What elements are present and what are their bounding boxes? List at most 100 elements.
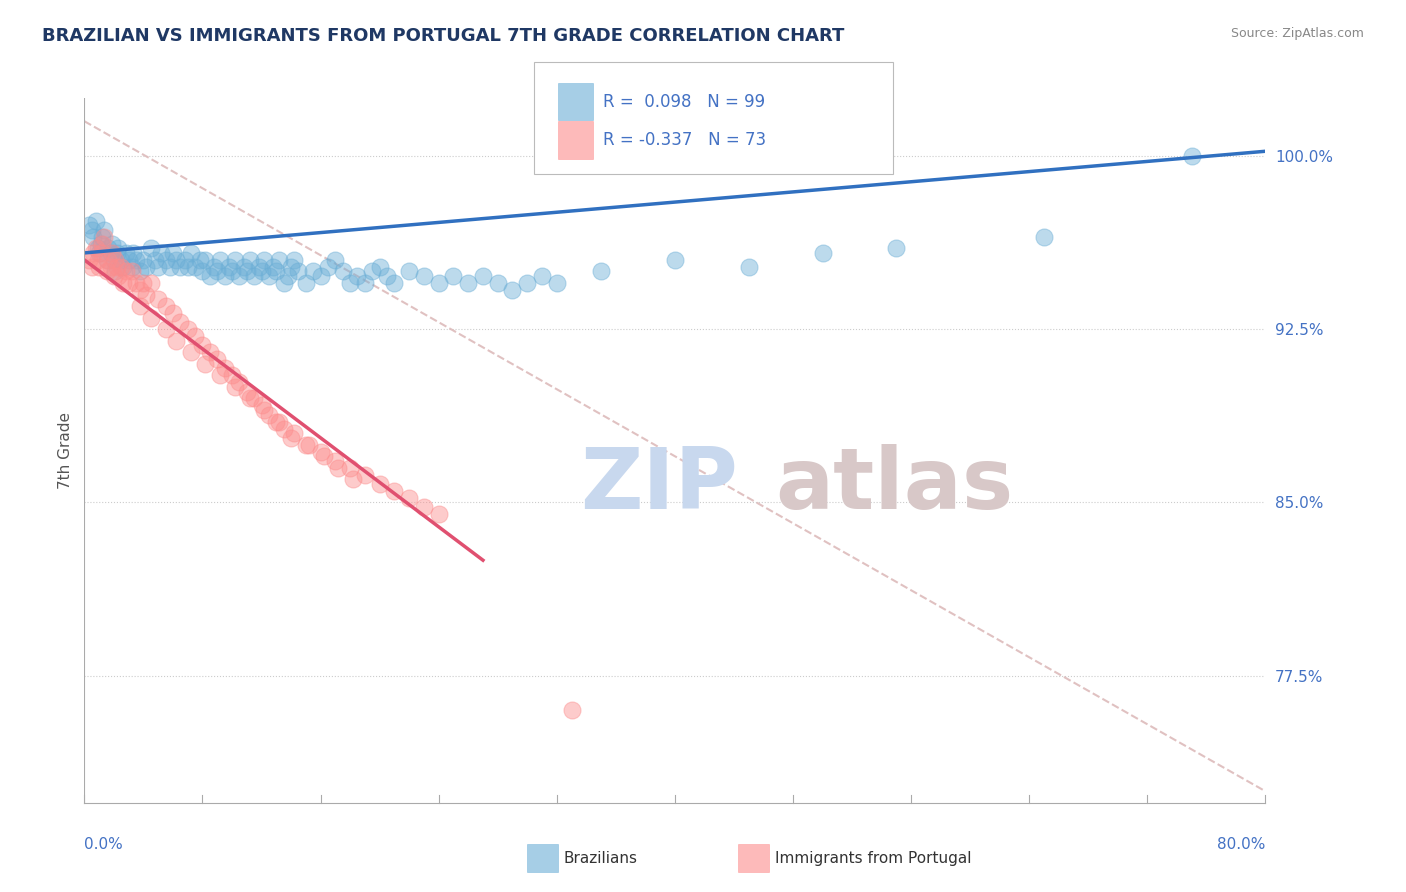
Point xyxy=(413,268,436,283)
Point xyxy=(105,260,128,274)
Point xyxy=(332,264,354,278)
Point xyxy=(155,252,177,267)
Point xyxy=(1181,149,1204,163)
Point xyxy=(221,368,243,383)
Point xyxy=(139,276,162,290)
Point xyxy=(132,252,155,267)
Point xyxy=(110,252,132,267)
Point xyxy=(368,260,391,274)
Point xyxy=(561,703,583,717)
Point xyxy=(177,322,200,336)
Point xyxy=(184,329,207,343)
Point xyxy=(107,241,129,255)
Point xyxy=(93,229,115,244)
Point xyxy=(239,392,262,406)
Point xyxy=(472,268,495,283)
Point xyxy=(298,438,321,452)
Point xyxy=(159,260,181,274)
Point xyxy=(253,252,276,267)
Point xyxy=(162,306,184,320)
Point xyxy=(502,283,524,297)
Point xyxy=(342,472,364,486)
Point xyxy=(100,246,122,260)
Point xyxy=(228,268,250,283)
Point xyxy=(101,236,124,251)
Point xyxy=(101,246,124,260)
Point xyxy=(129,299,152,313)
Point xyxy=(91,229,114,244)
Point xyxy=(184,260,207,274)
Point xyxy=(96,264,118,278)
Point xyxy=(266,264,288,278)
Point xyxy=(118,276,141,290)
Point xyxy=(316,260,339,274)
Point xyxy=(250,398,273,412)
Point xyxy=(384,483,406,498)
Point xyxy=(811,246,834,260)
Point xyxy=(302,264,325,278)
Point xyxy=(169,260,191,274)
Point xyxy=(266,415,288,429)
Point xyxy=(361,264,384,278)
Point xyxy=(80,223,103,237)
Point xyxy=(114,264,136,278)
Point xyxy=(122,246,145,260)
Point xyxy=(269,415,291,429)
Point xyxy=(339,276,361,290)
Point xyxy=(103,268,125,283)
Point xyxy=(77,252,100,267)
Point xyxy=(228,376,250,390)
Point xyxy=(354,276,377,290)
Point xyxy=(97,241,120,255)
Point xyxy=(309,268,332,283)
Point xyxy=(247,260,270,274)
Y-axis label: 7th Grade: 7th Grade xyxy=(58,412,73,489)
Point xyxy=(1033,229,1056,244)
Point xyxy=(209,252,232,267)
Point xyxy=(111,276,134,290)
Point xyxy=(105,246,128,260)
Point xyxy=(125,276,148,290)
Point xyxy=(287,264,309,278)
Point xyxy=(253,403,276,417)
Point xyxy=(97,252,120,267)
Point xyxy=(91,236,114,251)
Point xyxy=(100,260,122,274)
Point xyxy=(280,431,302,445)
Point xyxy=(283,426,305,441)
Point xyxy=(135,287,157,301)
Point xyxy=(207,352,229,367)
Point xyxy=(309,444,332,458)
Point xyxy=(221,264,243,278)
Point xyxy=(277,268,299,283)
Point xyxy=(191,264,214,278)
Point xyxy=(427,507,450,521)
Point xyxy=(224,252,246,267)
Point xyxy=(368,477,391,491)
Point xyxy=(250,264,273,278)
Point xyxy=(273,276,295,290)
Point xyxy=(886,241,908,255)
Point xyxy=(280,260,302,274)
Text: R = -0.337   N = 73: R = -0.337 N = 73 xyxy=(603,131,766,149)
Point xyxy=(111,260,134,274)
Point xyxy=(107,268,129,283)
Point xyxy=(103,252,125,267)
Text: Brazilians: Brazilians xyxy=(564,851,638,865)
Point xyxy=(243,392,266,406)
Point xyxy=(87,246,111,260)
Point xyxy=(110,260,132,274)
Point xyxy=(516,276,538,290)
Point xyxy=(155,322,177,336)
Point xyxy=(191,338,214,352)
Point xyxy=(398,264,420,278)
Text: Immigrants from Portugal: Immigrants from Portugal xyxy=(775,851,972,865)
Point xyxy=(139,310,162,325)
Point xyxy=(239,252,262,267)
Point xyxy=(262,260,284,274)
Point xyxy=(236,384,259,399)
Point xyxy=(104,252,127,267)
Point xyxy=(87,260,111,274)
Text: R =  0.098   N = 99: R = 0.098 N = 99 xyxy=(603,93,765,111)
Point xyxy=(86,252,108,267)
